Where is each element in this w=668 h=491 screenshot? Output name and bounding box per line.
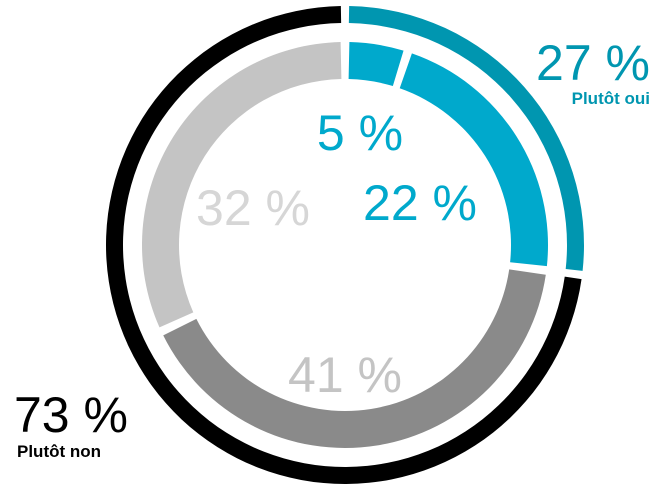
inner-slice-2 [163, 269, 546, 449]
outer-label-plutot-non-value: 73 % [14, 387, 128, 443]
outer-label-plutot-oui-value: 27 % [536, 35, 650, 91]
outer-label-plutot-oui-name: Plutôt oui [572, 89, 650, 108]
inner-label-22: 22 % [363, 175, 477, 231]
inner-ring [142, 42, 548, 449]
outer-label-plutot-non-name: Plutôt non [17, 442, 101, 461]
inner-label-5: 5 % [317, 105, 403, 161]
inner-slice-1 [399, 53, 548, 267]
inner-label-32: 32 % [196, 180, 310, 236]
outer-slice-0 [348, 6, 584, 271]
outer-ring [105, 6, 584, 485]
inner-slice-0 [348, 42, 404, 87]
inner-label-41: 41 % [288, 347, 402, 403]
labels: 27 % Plutôt oui 73 % Plutôt non 5 % 22 %… [14, 35, 650, 461]
inner-slice-3 [142, 42, 342, 328]
